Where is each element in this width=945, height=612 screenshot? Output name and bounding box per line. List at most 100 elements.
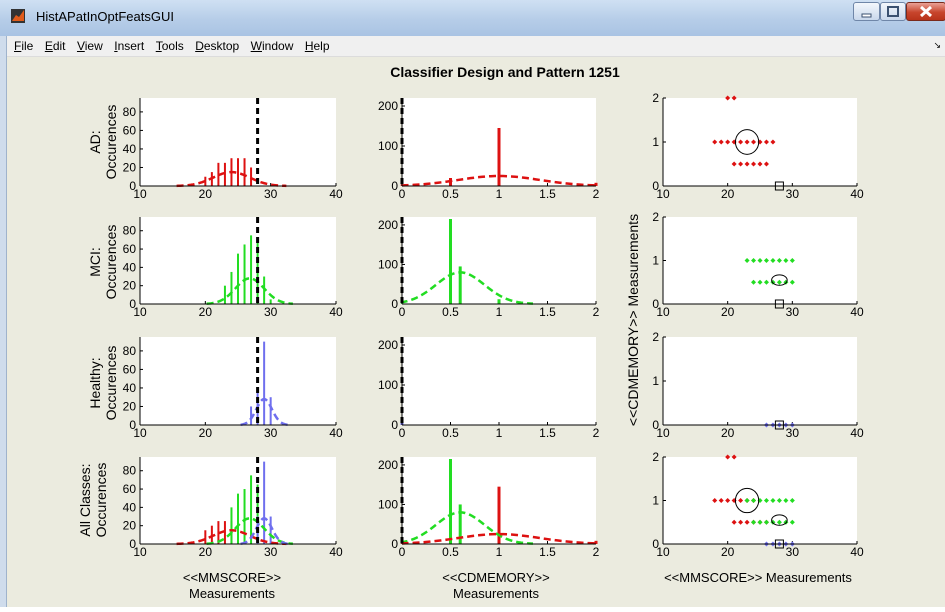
scatter-point xyxy=(757,258,763,263)
scatter-point xyxy=(770,258,776,263)
title-bar[interactable]: HistAPatInOptFeatsGUI xyxy=(0,0,945,37)
row-label-all-line1: All Classes: xyxy=(77,463,93,536)
menu-desktop[interactable]: Desktop xyxy=(195,39,240,53)
y-tick-label: 0 xyxy=(652,297,659,311)
scatter-point xyxy=(770,498,776,503)
x-tick-label: 1.5 xyxy=(539,187,556,201)
y-tick-label: 0 xyxy=(652,418,659,432)
row-label-all-classes: All Classes: Occurences xyxy=(77,463,109,538)
scatter-point xyxy=(757,519,763,525)
y-tick-label: 100 xyxy=(378,378,398,392)
scatter-point xyxy=(751,498,757,503)
x-tick-label: 30 xyxy=(264,545,278,559)
menu-insert[interactable]: Insert xyxy=(114,39,145,53)
x-tick-label: 30 xyxy=(786,305,800,319)
y-tick-label: 200 xyxy=(378,99,398,113)
y-tick-label: 200 xyxy=(378,458,398,472)
x-tick-label: 0 xyxy=(399,305,406,319)
y-tick-label: 1 xyxy=(652,135,659,149)
menu-file[interactable]: File xyxy=(14,39,34,53)
x-tick-label: 10 xyxy=(133,426,147,440)
scatter-point xyxy=(738,498,744,503)
scatter-point xyxy=(763,519,769,525)
axes-background xyxy=(402,217,596,304)
y-tick-label: 0 xyxy=(129,418,136,432)
x-tick-label: 10 xyxy=(133,187,147,201)
scatter-point xyxy=(770,139,776,145)
scatter-point xyxy=(731,519,737,525)
x-tick-label: 0.5 xyxy=(442,187,459,201)
y-tick-label: 60 xyxy=(123,482,137,496)
fit-curve xyxy=(240,517,288,545)
x-tick-label: 1 xyxy=(496,426,503,440)
fit-curve xyxy=(400,271,534,305)
y-tick-label: 2 xyxy=(652,210,659,224)
scatter-point xyxy=(789,258,795,263)
scatter-point xyxy=(744,139,750,145)
fit-curve xyxy=(240,397,288,426)
x-tick-label: 1 xyxy=(496,545,503,559)
scatter-point xyxy=(776,498,782,503)
panel-6: 10 20 30 40 0 20 40 60 80 xyxy=(123,337,343,440)
x-tick-label: 40 xyxy=(329,426,343,440)
close-button[interactable] xyxy=(906,2,945,21)
scatter-point xyxy=(744,519,750,525)
scatter-point xyxy=(751,258,757,263)
figure-svg: Classifier Design and Pattern 1251 AD: O… xyxy=(77,64,864,601)
y-tick-label: 80 xyxy=(123,344,137,358)
x-tick-label: 0.5 xyxy=(442,305,459,319)
panel-9: 10 20 30 40 0 20 40 60 80 xyxy=(123,457,343,559)
scatter-point xyxy=(776,279,782,285)
x-tick-label: 1 xyxy=(496,187,503,201)
y-tick-label: 0 xyxy=(391,537,398,551)
axes-background xyxy=(663,337,857,425)
scatter-point xyxy=(751,161,757,167)
row-label-ad: AD: Occurences xyxy=(87,105,119,180)
menu-overflow-arrow-icon[interactable]: ↘ xyxy=(933,40,941,50)
menu-help[interactable]: Help xyxy=(304,39,330,53)
menu-view[interactable]: View xyxy=(76,39,103,53)
fit-curve xyxy=(400,532,598,545)
panel-11: 10 20 30 40 0 1 2 xyxy=(652,450,864,559)
panel-5: 10 20 30 40 0 1 2 xyxy=(652,210,864,319)
menu-tools[interactable]: Tools xyxy=(155,39,184,53)
scatter-point xyxy=(738,161,744,167)
y-tick-label: 200 xyxy=(378,338,398,352)
y-tick-label: 40 xyxy=(123,260,137,274)
x-tick-label: 40 xyxy=(329,305,343,319)
y-tick-label: 40 xyxy=(123,381,137,395)
scatter-point xyxy=(731,454,737,460)
y-tick-label: 80 xyxy=(123,464,137,478)
x-tick-label: 30 xyxy=(264,187,278,201)
x-tick-label: 1 xyxy=(496,305,503,319)
row-label-ad-line1: AD: xyxy=(87,130,103,153)
scatter-point xyxy=(789,519,795,525)
scatter-point xyxy=(776,519,782,525)
x-tick-label: 30 xyxy=(786,187,800,201)
scatter-point xyxy=(789,498,795,503)
axes-background xyxy=(140,337,336,425)
x-tick-label: 0.5 xyxy=(442,426,459,440)
menu-edit[interactable]: Edit xyxy=(44,39,66,53)
y-tick-label: 60 xyxy=(123,242,137,256)
col1-xlabel-line1: <<MMSCORE>> xyxy=(183,570,281,585)
menu-window[interactable]: Window xyxy=(250,39,294,53)
window-title: HistAPatInOptFeatsGUI xyxy=(36,9,174,24)
x-tick-label: 0 xyxy=(399,187,406,201)
figure-title: Classifier Design and Pattern 1251 xyxy=(390,64,620,80)
scatter-point xyxy=(763,161,769,167)
y-tick-label: 20 xyxy=(123,160,137,174)
close-icon xyxy=(919,5,933,18)
panel-0: 10 20 30 40 0 20 40 60 80 xyxy=(123,98,343,201)
x-tick-label: 2 xyxy=(593,187,600,201)
panel-2: 10 20 30 40 0 1 2 xyxy=(652,91,864,201)
x-tick-label: 30 xyxy=(264,305,278,319)
scatter-point xyxy=(751,279,757,285)
scatter-point xyxy=(725,95,731,101)
x-tick-label: 2 xyxy=(593,426,600,440)
x-tick-label: 40 xyxy=(850,305,864,319)
minimize-button[interactable] xyxy=(853,2,880,21)
maximize-icon xyxy=(887,6,899,17)
maximize-button[interactable] xyxy=(880,2,906,21)
